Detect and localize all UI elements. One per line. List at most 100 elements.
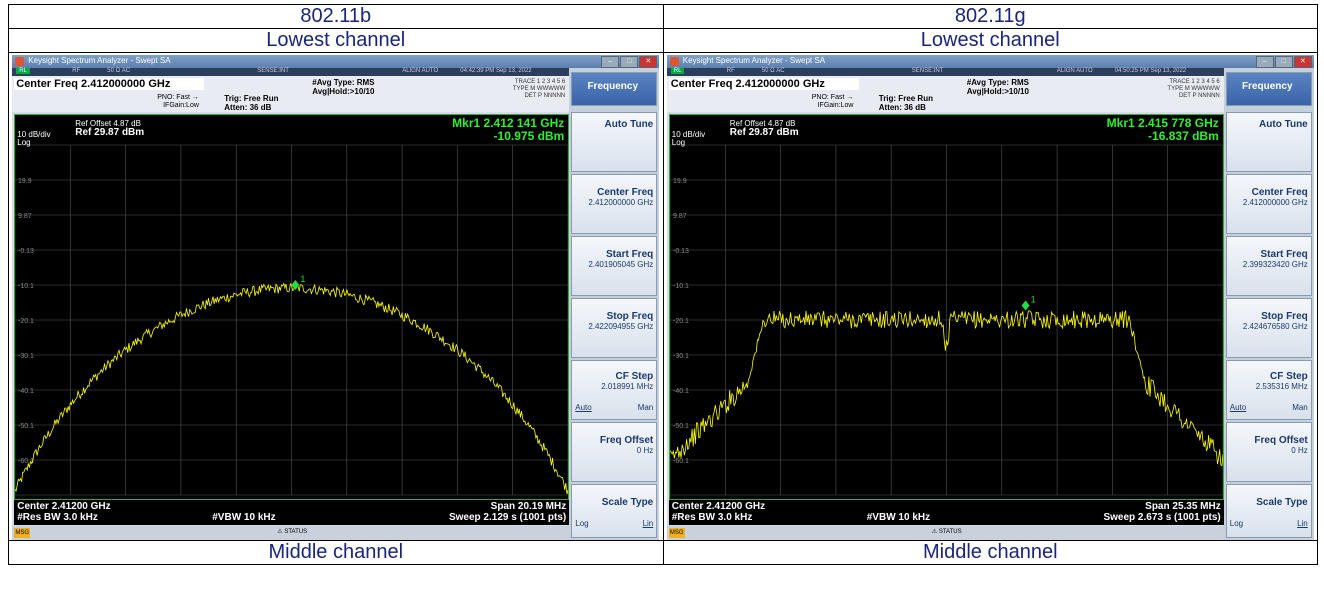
softkey-menu-label: Frequency [1241, 81, 1293, 92]
stop-freq-softkey[interactable]: Stop Freq 2.424676580 GHz [1225, 298, 1312, 358]
rbw-annotation: #Res BW 3.0 kHz [671, 512, 753, 523]
rf-indicator: RF [72, 68, 81, 74]
trigger-atten: Trig: Free Run Atten: 36 dB [224, 94, 278, 112]
rbw-annotation: #Res BW 3.0 kHz [17, 512, 98, 523]
maximize-button[interactable]: □ [1274, 56, 1293, 68]
standard-header-b: 802.11b [8, 4, 664, 29]
analyzer-window: Keysight Spectrum Analyzer - Swept SA – … [12, 55, 660, 540]
impedance-indicator: 50 Ω AC [107, 68, 131, 74]
ref-level: Ref 29.87 dBm [75, 127, 145, 138]
y-tick-label: -50.1 [18, 423, 34, 430]
ifgain-setting: IFGain:Low [163, 102, 199, 109]
marker-readout: Mkr1 2.412 141 GHz -10.975 dBm [452, 117, 564, 143]
y-tick-label: -0.13 [673, 248, 689, 255]
start-freq-label: Start Freq [1260, 249, 1308, 260]
rf-indicator: RF [726, 68, 735, 74]
status-bar: MSG ⚠ STATUS [666, 526, 1224, 540]
app-icon [15, 57, 25, 66]
y-tick-label: -50.1 [673, 423, 689, 430]
freq-offset-value: 0 Hz [636, 446, 654, 455]
freq-offset-label: Freq Offset [1254, 435, 1308, 446]
center-annotation: Center 2.41200 GHz [671, 501, 766, 512]
freq-offset-softkey[interactable]: Freq Offset 0 Hz [1225, 422, 1312, 482]
msg-indicator[interactable]: MSG [668, 528, 685, 538]
center-freq-softkey[interactable]: Center Freq 2.412000000 GHz [571, 174, 658, 234]
y-tick-label: -10.1 [673, 283, 689, 290]
cf-step-softkey[interactable]: CF Step 2.535316 MHz Auto Man [1225, 360, 1312, 420]
y-tick-label: 9.87 [673, 213, 687, 220]
trace-line-3: DET P NNNNN [524, 93, 566, 99]
bottom-header-b: Middle channel [8, 540, 664, 565]
status-indicator[interactable]: ⚠ STATUS [932, 528, 962, 535]
avg-settings: #Avg Type: RMS Avg|Hold:>10/10 [312, 78, 374, 96]
close-button[interactable]: ✕ [1293, 56, 1312, 68]
avg-hold: Avg|Hold:>10/10 [966, 87, 1029, 96]
close-button[interactable]: ✕ [639, 56, 658, 68]
stop-freq-softkey[interactable]: Stop Freq 2.422094955 GHz [571, 298, 658, 358]
softkey-panel: Frequency Auto Tune Center Freq 2.4120000… [1223, 68, 1314, 540]
center-freq-softkey[interactable]: Center Freq 2.412000000 GHz [1225, 174, 1312, 234]
window-controls: – □ ✕ [1255, 56, 1312, 68]
y-tick-label: -10.1 [18, 283, 34, 290]
freq-offset-softkey[interactable]: Freq Offset 0 Hz [571, 422, 658, 482]
status-indicator[interactable]: ⚠ STATUS [277, 528, 307, 535]
standard-header-g: 802.11g [662, 4, 1318, 29]
trigger-setting: Trig: Free Run [224, 94, 279, 103]
center-freq-display[interactable]: Center Freq 2.412000000 GHz [14, 78, 205, 90]
maximize-button[interactable]: □ [620, 56, 639, 68]
center-freq-value: 2.412000000 GHz [1242, 198, 1308, 207]
spectrum-plot: 19.9 9.87 -0.13 -10.1 -20.1 -30.1 -40.1 -50.1 -6… [15, 144, 569, 496]
auto-tune-softkey[interactable]: Auto Tune [1225, 112, 1312, 172]
y-tick-label: -20.1 [673, 318, 689, 325]
freq-offset-value: 0 Hz [1291, 446, 1308, 455]
trace-line-1: TRACE 1 2 3 4 5 6 [514, 79, 566, 85]
start-freq-softkey[interactable]: Start Freq 2.399323420 GHz [1225, 236, 1312, 296]
align-indicator: ALIGN AUTO [1056, 68, 1093, 74]
softkey-menu-title: Frequency [571, 72, 658, 106]
scale-div: 10 dB/div [17, 130, 51, 139]
marker-diamond[interactable] [291, 279, 300, 290]
scale-type-lin: Lin [1297, 519, 1308, 528]
rl-indicator: RL [16, 68, 30, 74]
minimize-button[interactable]: – [601, 56, 620, 68]
trigger-setting: Trig: Free Run [878, 94, 933, 103]
bottom-header-g: Middle channel [662, 540, 1318, 565]
timestamp: 04:50:25 PM Sep 13, 2022 [1114, 68, 1187, 74]
marker-diamond[interactable] [1021, 300, 1030, 311]
start-freq-softkey[interactable]: Start Freq 2.401905045 GHz [571, 236, 658, 296]
cf-step-auto: Auto [1229, 403, 1247, 412]
y-tick-label: -20.1 [18, 318, 34, 325]
sweep-annotation: Sweep 2.129 s (1001 pts) [448, 512, 567, 523]
spectrum-display[interactable]: 19.9 9.87 -0.13 -10.1 -20.1 -30.1 -40.1 -50.1 -6… [14, 114, 570, 500]
pno-ifgain: PNO: Fast → IFGain:Low [157, 94, 199, 109]
ref-offset: Ref Offset 4.87 dB [729, 119, 796, 128]
center-freq-display[interactable]: Center Freq 2.412000000 GHz [668, 78, 859, 90]
trigger-atten: Trig: Free Run Atten: 36 dB [879, 94, 933, 112]
scale-type-softkey[interactable]: Scale Type Log Lin [1225, 484, 1312, 538]
scale-type-log: Log [1229, 519, 1244, 528]
spectrum-display[interactable]: 19.9 9.87 -0.13 -10.1 -20.1 -30.1 -40.1 -50.1 -6… [668, 114, 1224, 500]
y-tick-label: -60.1 [18, 458, 34, 465]
status-icon: ⚠ [277, 529, 283, 535]
cf-step-auto: Auto [575, 403, 592, 412]
auto-tune-softkey[interactable]: Auto Tune [571, 112, 658, 172]
scale-div: 10 dB/div [671, 130, 706, 139]
scale-type-softkey[interactable]: Scale Type Log Lin [571, 484, 658, 538]
marker-freq: Mkr1 2.412 141 GHz [452, 116, 565, 130]
cf-step-man: Man [637, 403, 654, 412]
msg-indicator[interactable]: MSG [14, 528, 31, 538]
atten-setting: Atten: 36 dB [224, 103, 272, 112]
status-label: STATUS [938, 529, 962, 535]
align-indicator: ALIGN AUTO [402, 68, 439, 74]
cf-step-softkey[interactable]: CF Step 2.018991 MHz Auto Man [571, 360, 658, 420]
cf-step-label: CF Step [1269, 371, 1308, 382]
minimize-button[interactable]: – [1255, 56, 1274, 68]
scale-log: Log [671, 138, 686, 147]
spectrum-trace [669, 309, 1223, 467]
scale-type-lin: Lin [642, 519, 654, 528]
app-icon [669, 57, 679, 66]
window-controls: – □ ✕ [601, 56, 658, 68]
vbw-annotation: #VBW 10 kHz [866, 512, 931, 523]
freq-offset-label: Freq Offset [599, 435, 654, 446]
softkey-menu-title: Frequency [1225, 72, 1312, 106]
